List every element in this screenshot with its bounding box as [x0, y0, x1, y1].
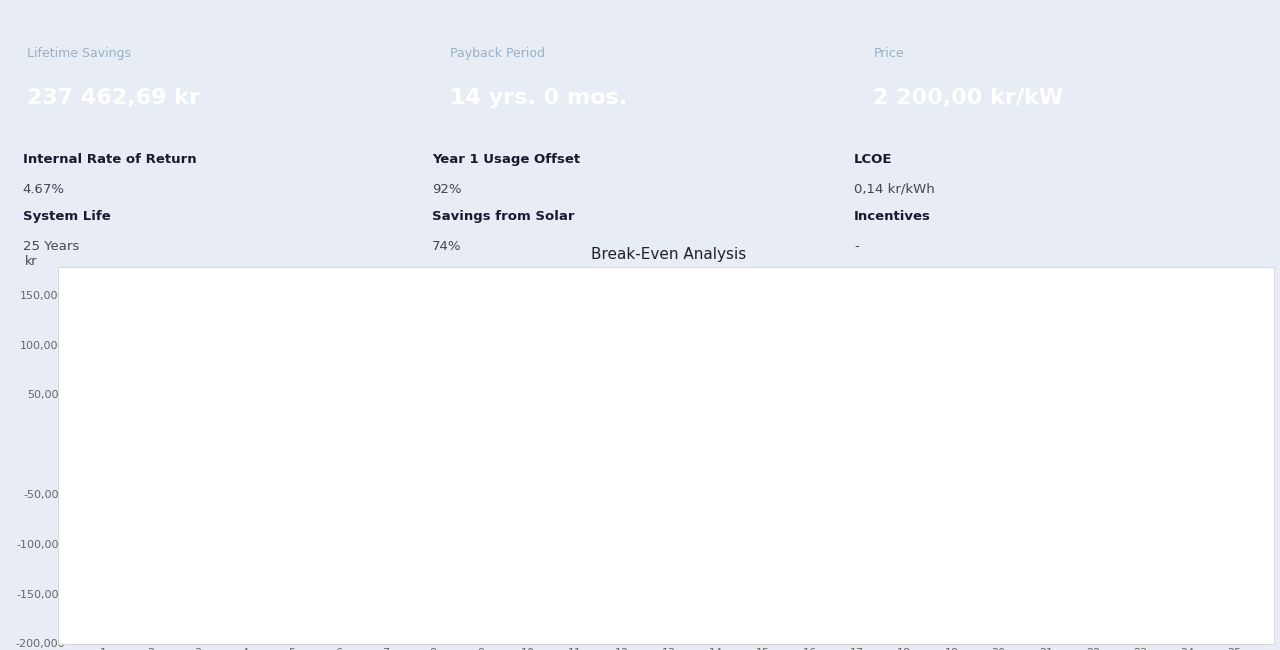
- Title: Break-Even Analysis: Break-Even Analysis: [591, 246, 746, 262]
- Bar: [1216, 333, 1252, 444]
- Bar: [274, 444, 310, 544]
- Bar: [557, 444, 593, 482]
- Bar: [604, 444, 639, 471]
- Bar: [792, 423, 828, 444]
- Bar: [1170, 344, 1204, 444]
- Bar: [321, 444, 357, 552]
- Bar: [980, 382, 1016, 444]
- Bar: [369, 444, 403, 527]
- Bar: [745, 433, 781, 444]
- Text: 237 462,69 kr: 237 462,69 kr: [27, 88, 200, 108]
- Bar: [509, 444, 545, 496]
- Text: Price: Price: [873, 47, 904, 60]
- Text: Incentives: Incentives: [854, 211, 931, 224]
- Text: 0,14 kr/kWh: 0,14 kr/kWh: [854, 183, 934, 196]
- Bar: [1028, 373, 1064, 444]
- Bar: [227, 444, 262, 562]
- Bar: [840, 413, 876, 444]
- Text: 14 yrs. 0 mos.: 14 yrs. 0 mos.: [451, 88, 627, 108]
- Text: kr: kr: [24, 255, 37, 268]
- Bar: [699, 444, 733, 452]
- Text: 4.67%: 4.67%: [23, 183, 65, 196]
- Text: Savings from Solar: Savings from Solar: [433, 211, 575, 224]
- Text: Payback Period: Payback Period: [451, 47, 545, 60]
- Text: 92%: 92%: [433, 183, 462, 196]
- Bar: [652, 444, 686, 457]
- Bar: [934, 393, 969, 444]
- Text: System Life: System Life: [23, 211, 110, 224]
- Bar: [887, 402, 922, 444]
- Bar: [1075, 363, 1111, 444]
- Text: 2 200,00 kr/kW: 2 200,00 kr/kW: [873, 88, 1064, 108]
- Text: Lifetime Savings: Lifetime Savings: [27, 47, 131, 60]
- Bar: [462, 444, 498, 502]
- Bar: [86, 444, 122, 595]
- Text: Internal Rate of Return: Internal Rate of Return: [23, 153, 196, 166]
- Bar: [133, 444, 168, 599]
- Text: -: -: [854, 240, 859, 253]
- Text: LCOE: LCOE: [854, 153, 892, 166]
- Bar: [416, 444, 451, 522]
- Bar: [180, 444, 215, 574]
- Text: 74%: 74%: [433, 240, 462, 253]
- Text: 25 Years: 25 Years: [23, 240, 79, 253]
- Bar: [1123, 354, 1157, 444]
- Text: Year 1 Usage Offset: Year 1 Usage Offset: [433, 153, 580, 166]
